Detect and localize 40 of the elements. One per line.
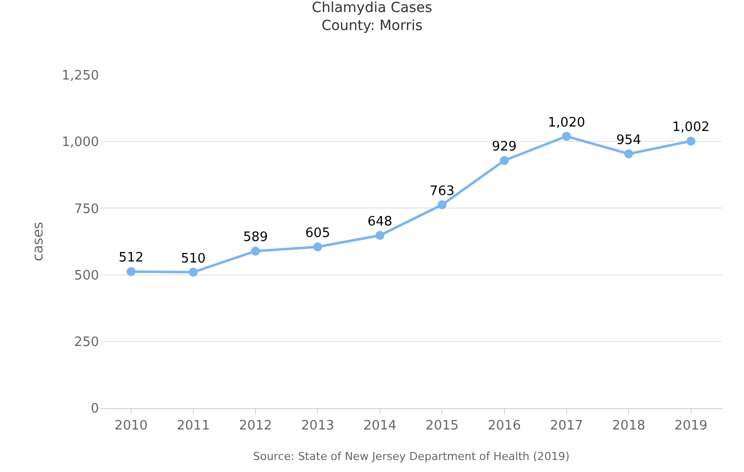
data-label: 954	[616, 132, 642, 148]
data-label: 763	[430, 184, 455, 199]
x-tick-label: 2014	[363, 418, 396, 434]
y-tick-label: 250	[74, 334, 99, 350]
y-tick-label: 1,250	[62, 68, 99, 84]
point	[500, 156, 509, 166]
point	[624, 149, 634, 158]
point	[126, 267, 136, 276]
point	[313, 242, 322, 252]
x-tick-label: 2019	[674, 418, 708, 434]
x-tick-label: 2015	[426, 418, 459, 434]
x-tick-label: 2016	[488, 418, 521, 434]
data-label: 512	[118, 250, 144, 266]
point	[686, 136, 696, 146]
x-tick-label: 2010	[114, 418, 148, 434]
data-label: 929	[492, 140, 517, 155]
y-axis-title: cases	[30, 222, 46, 262]
point	[188, 268, 198, 277]
chart-subtitle: County: Morris	[321, 18, 423, 34]
x-tick-label: 2012	[238, 418, 272, 434]
chart-title: Chlamydia Cases	[312, 0, 432, 16]
data-label: 510	[180, 251, 206, 266]
x-tick-label: 2017	[550, 418, 584, 434]
y-tick-label: 500	[74, 268, 99, 284]
data-label: 648	[367, 214, 392, 230]
data-label: 589	[243, 230, 268, 246]
y-tick-label: 0	[90, 402, 99, 417]
data-label: 1,020	[548, 115, 586, 130]
x-tick-label: 2013	[301, 418, 334, 434]
data-label: 605	[305, 226, 330, 241]
point	[375, 230, 384, 240]
point	[562, 132, 571, 141]
x-tick-label: 2011	[176, 418, 210, 434]
x-tick-label: 2018	[612, 418, 646, 434]
point	[438, 200, 447, 210]
data-label: 1,002	[672, 120, 710, 136]
point	[251, 246, 260, 256]
y-tick-label: 750	[74, 202, 99, 217]
y-tick-label: 1,000	[62, 135, 99, 150]
source-note: Source: State of New Jersey Department of Health (2019)	[253, 450, 570, 463]
